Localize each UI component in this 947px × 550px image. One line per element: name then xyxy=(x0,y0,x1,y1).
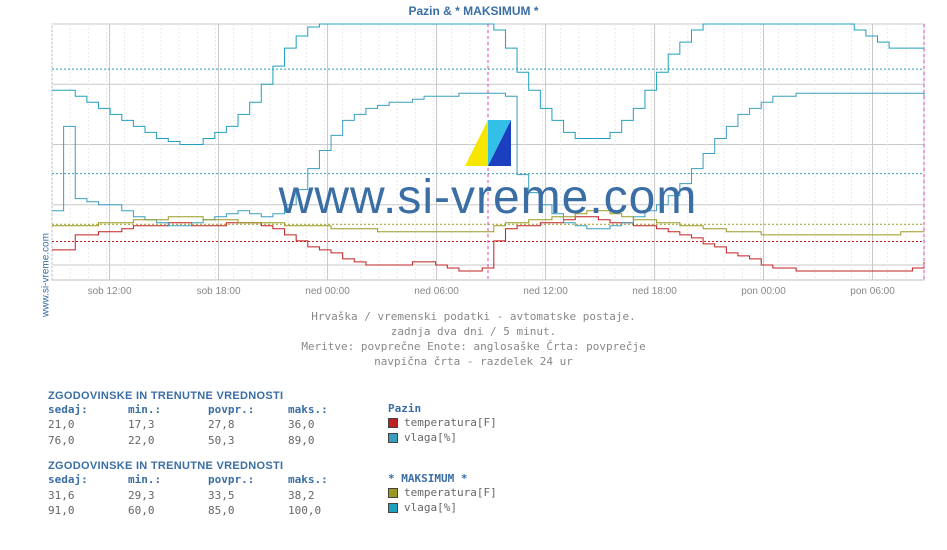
table-row: 21,017,327,836,0 xyxy=(48,417,368,432)
series-label-text: temperatura[F] xyxy=(404,416,497,429)
station-name: * MAKSIMUM * xyxy=(388,472,497,485)
subtitle-line: Meritve: povprečne Enote: anglosaške Črt… xyxy=(0,340,947,355)
svg-text:ned 00:00: ned 00:00 xyxy=(305,286,350,297)
svg-text:ned 06:00: ned 06:00 xyxy=(414,286,459,297)
table-row: 91,060,085,0100,0 xyxy=(48,503,368,518)
series-label-text: vlaga[%] xyxy=(404,431,457,444)
cell-value: 22,0 xyxy=(128,433,208,448)
color-swatch-icon xyxy=(388,503,398,513)
cell-value: 89,0 xyxy=(288,433,368,448)
cell-value: 100,0 xyxy=(288,503,368,518)
svg-text:pon 06:00: pon 06:00 xyxy=(850,286,895,297)
series-label: vlaga[%] xyxy=(388,500,497,515)
station-name: Pazin xyxy=(388,402,497,415)
subtitle: Hrvaška / vremenski podatki - avtomatske… xyxy=(0,310,947,369)
cell-value: 27,8 xyxy=(208,417,288,432)
cell-value: 76,0 xyxy=(48,433,128,448)
series-label: vlaga[%] xyxy=(388,430,497,445)
subtitle-line: Hrvaška / vremenski podatki - avtomatske… xyxy=(0,310,947,325)
chart-title: Pazin & * MAKSIMUM * xyxy=(0,4,947,18)
cell-value: 60,0 xyxy=(128,503,208,518)
series-label: temperatura[F] xyxy=(388,485,497,500)
svg-text:ned 12:00: ned 12:00 xyxy=(523,286,568,297)
svg-text:pon 00:00: pon 00:00 xyxy=(741,286,786,297)
col-header: sedaj: xyxy=(48,402,128,417)
color-swatch-icon xyxy=(388,488,398,498)
col-header: povpr.: xyxy=(208,472,288,487)
col-header: maks.: xyxy=(288,402,368,417)
col-header: maks.: xyxy=(288,472,368,487)
cell-value: 29,3 xyxy=(128,488,208,503)
page: www.si-vreme.com Pazin & * MAKSIMUM * 20… xyxy=(0,0,947,550)
cell-value: 38,2 xyxy=(288,488,368,503)
col-header: min.: xyxy=(128,402,208,417)
chart: 20406080100sob 12:00sob 18:00ned 00:00ne… xyxy=(48,20,928,300)
stats-table: ZGODOVINSKE IN TRENUTNE VREDNOSTIsedaj:m… xyxy=(48,460,497,518)
series-label-text: temperatura[F] xyxy=(404,486,497,499)
color-swatch-icon xyxy=(388,418,398,428)
table-row: 76,022,050,389,0 xyxy=(48,433,368,448)
cell-value: 36,0 xyxy=(288,417,368,432)
col-header: min.: xyxy=(128,472,208,487)
cell-value: 50,3 xyxy=(208,433,288,448)
subtitle-line: zadnja dva dni / 5 minut. xyxy=(0,325,947,340)
cell-value: 31,6 xyxy=(48,488,128,503)
cell-value: 33,5 xyxy=(208,488,288,503)
svg-text:sob 12:00: sob 12:00 xyxy=(88,286,132,297)
data-tables: ZGODOVINSKE IN TRENUTNE VREDNOSTIsedaj:m… xyxy=(48,390,497,530)
cell-value: 91,0 xyxy=(48,503,128,518)
series-label-text: vlaga[%] xyxy=(404,501,457,514)
chart-svg: 20406080100sob 12:00sob 18:00ned 00:00ne… xyxy=(48,20,928,300)
cell-value: 85,0 xyxy=(208,503,288,518)
color-swatch-icon xyxy=(388,433,398,443)
svg-text:ned 18:00: ned 18:00 xyxy=(632,286,677,297)
table-title: ZGODOVINSKE IN TRENUTNE VREDNOSTI xyxy=(48,390,497,402)
table-row: 31,629,333,538,2 xyxy=(48,488,368,503)
series-label: temperatura[F] xyxy=(388,415,497,430)
cell-value: 21,0 xyxy=(48,417,128,432)
col-header: povpr.: xyxy=(208,402,288,417)
table-title: ZGODOVINSKE IN TRENUTNE VREDNOSTI xyxy=(48,460,497,472)
svg-text:sob 18:00: sob 18:00 xyxy=(197,286,241,297)
stats-table: ZGODOVINSKE IN TRENUTNE VREDNOSTIsedaj:m… xyxy=(48,390,497,448)
cell-value: 17,3 xyxy=(128,417,208,432)
subtitle-line: navpična črta - razdelek 24 ur xyxy=(0,355,947,370)
col-header: sedaj: xyxy=(48,472,128,487)
